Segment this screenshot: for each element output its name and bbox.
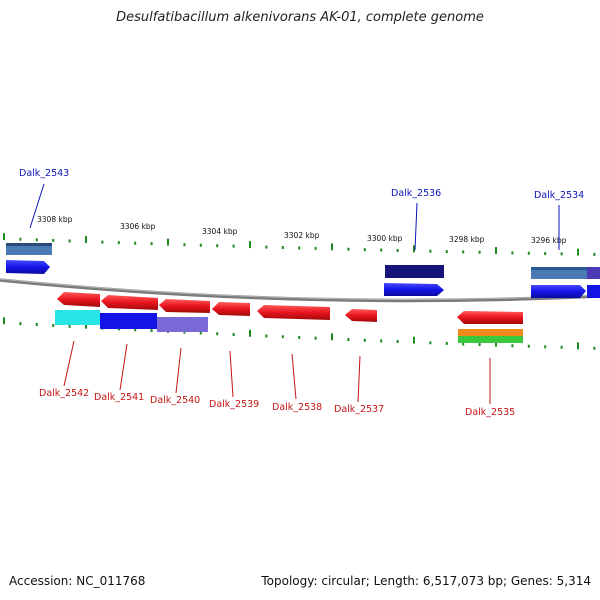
gene-label-dalk-2539[interactable]: Dalk_2539 <box>209 399 259 410</box>
gene-label-dalk-2541[interactable]: Dalk_2541 <box>94 392 144 403</box>
top-leaders <box>29 183 560 251</box>
gene-label-dalk-2542[interactable]: Dalk_2542 <box>39 388 89 399</box>
feature-dalk-2537[interactable] <box>345 309 377 322</box>
scale-label: 3296 kbp <box>531 236 567 245</box>
scale-label: 3308 kbp <box>37 215 73 224</box>
feature-navy-2536[interactable] <box>385 265 444 278</box>
feature-lavender-2540[interactable] <box>157 317 208 332</box>
gene-label-dalk-2536[interactable]: Dalk_2536 <box>391 188 441 199</box>
gene-label-dalk-2540[interactable]: Dalk_2540 <box>150 395 200 406</box>
feature-green-2535[interactable] <box>458 336 523 343</box>
feature-dalk-2538[interactable] <box>257 305 330 320</box>
feature-blue-left[interactable] <box>6 260 50 274</box>
bottom-leaders <box>63 340 491 404</box>
accession-text: Accession: NC_011768 <box>9 574 146 588</box>
feature-blue-right-edge[interactable] <box>587 285 600 298</box>
genome-backbone <box>0 278 600 303</box>
feature-dalk-2542[interactable] <box>57 292 100 307</box>
scale-label: 3300 kbp <box>367 234 403 243</box>
feature-dalk-2535[interactable] <box>457 311 523 324</box>
feature-cyan-2542[interactable] <box>55 310 100 325</box>
scale-label: 3304 kbp <box>202 227 238 236</box>
feature-steel-left[interactable] <box>6 243 52 255</box>
feature-dalk-2540[interactable] <box>159 299 210 313</box>
feature-blue-2536[interactable] <box>384 283 444 296</box>
genome-summary-text: Topology: circular; Length: 6,517,073 bp… <box>261 574 591 588</box>
gene-label-dalk-2534[interactable]: Dalk_2534 <box>534 190 584 201</box>
feature-orange-2535[interactable] <box>458 329 523 336</box>
feature-dalk-2541[interactable] <box>101 295 158 310</box>
gene-label-dalk-2535[interactable]: Dalk_2535 <box>465 407 515 418</box>
scale-label: 3298 kbp <box>449 235 485 244</box>
gene-label-dalk-2543[interactable]: Dalk_2543 <box>19 168 69 179</box>
outer-ticks <box>3 233 596 256</box>
feature-dalk-2539[interactable] <box>212 302 250 316</box>
feature-steel-2534[interactable] <box>531 267 600 279</box>
genome-title: Desulfatibacillum alkenivorans AK-01, co… <box>116 10 484 25</box>
feature-blue-2541[interactable] <box>100 313 157 329</box>
scale-label: 3302 kbp <box>284 231 320 240</box>
scale-label: 3306 kbp <box>120 222 156 231</box>
feature-blue-2534[interactable] <box>531 285 586 298</box>
gene-label-dalk-2538[interactable]: Dalk_2538 <box>272 402 322 413</box>
gene-label-dalk-2537[interactable]: Dalk_2537 <box>334 404 384 415</box>
